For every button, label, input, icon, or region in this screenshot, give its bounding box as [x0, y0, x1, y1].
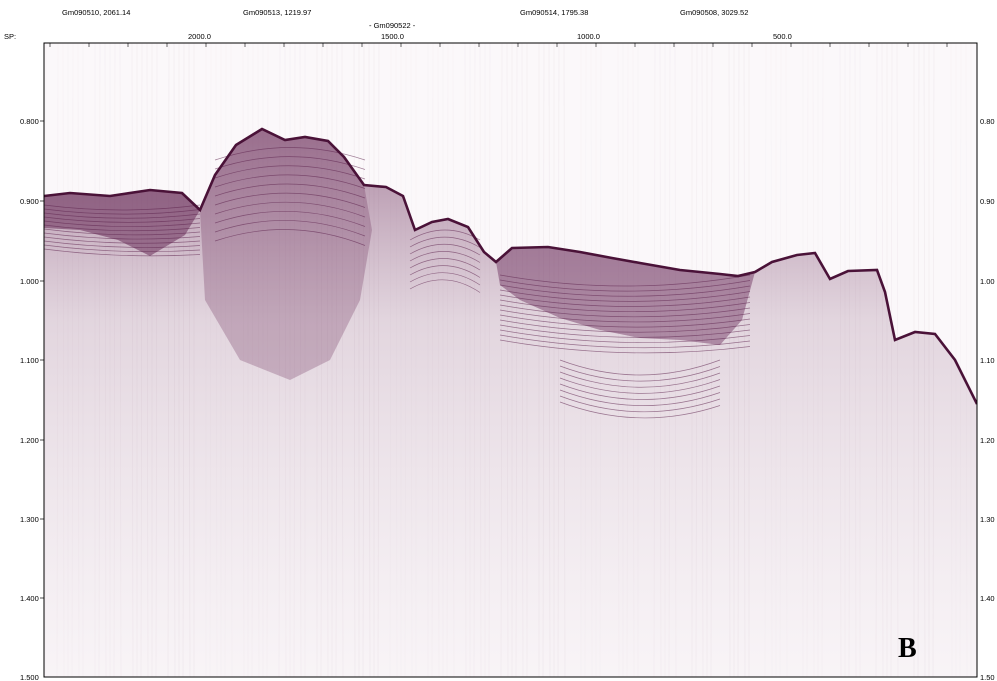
- reflector-line: [499, 319, 751, 333]
- reflector-line: [499, 334, 751, 349]
- reflector-line: [499, 309, 751, 323]
- reflector-line: [44, 232, 201, 240]
- right-tick-label: 0.80: [980, 117, 995, 126]
- reflector-line: [559, 371, 721, 388]
- left-tick-label: 1.000: [20, 277, 39, 286]
- sp-tick-label: 1500.0: [381, 32, 404, 41]
- left-tick-label: 1.100: [20, 356, 39, 365]
- header-line-label: Gm090514, 1795.38: [520, 8, 588, 17]
- reflector-line: [44, 240, 201, 248]
- internal-reflectors: [44, 147, 751, 419]
- left-tick-label: 1.200: [20, 436, 39, 445]
- sp-label: SP:: [4, 32, 16, 41]
- left-tick-label: 1.500: [20, 673, 39, 681]
- sp-tick-label: 500.0: [773, 32, 792, 41]
- left-tick-label: 1.400: [20, 594, 39, 603]
- reflector-line: [44, 220, 201, 227]
- reflector-line: [559, 377, 721, 394]
- left-axis: 0.800 0.900 1.000 1.100 1.200 1.300 1.40…: [20, 117, 44, 681]
- reflector-line: [499, 314, 751, 328]
- reflector-line: [559, 389, 721, 406]
- seafloor-reflector: [44, 127, 977, 405]
- reflector-line: [44, 236, 201, 244]
- reflector-line: [214, 165, 366, 180]
- top-tick-marks: [49, 43, 948, 47]
- header-line-label: - Gm090522 -: [369, 21, 416, 30]
- header-line-label: Gm090510, 2061.14: [62, 8, 130, 17]
- sp-tick-label: 2000.0: [188, 32, 211, 41]
- reflector-line: [214, 210, 366, 227]
- reflector-line: [214, 192, 366, 208]
- reflector-line: [409, 251, 481, 263]
- reflector-line: [409, 279, 481, 293]
- left-tick-label: 1.300: [20, 515, 39, 524]
- reflector-line: [499, 284, 751, 297]
- reflector-line: [409, 236, 481, 248]
- reflector-line: [44, 212, 201, 219]
- header: Gm090510, 2061.14 Gm090513, 1219.97 - Gm…: [4, 8, 792, 41]
- left-tick-label: 0.800: [20, 117, 39, 126]
- reflector-line: [499, 279, 751, 292]
- reflector-line: [214, 174, 366, 189]
- reflector-line: [499, 299, 751, 312]
- left-tick-label: 0.900: [20, 197, 39, 206]
- right-tick-label: 1.20: [980, 436, 995, 445]
- reflector-line: [214, 220, 366, 237]
- reflector-line: [44, 208, 201, 215]
- reflector-line: [559, 383, 721, 400]
- reflector-line: [409, 272, 481, 286]
- right-tick-label: 1.40: [980, 594, 995, 603]
- right-tick-label: 1.30: [980, 515, 995, 524]
- reflector-line: [499, 289, 751, 302]
- reflector-line: [499, 339, 751, 354]
- reflector-line: [499, 324, 751, 338]
- right-tick-label: 1.10: [980, 356, 995, 365]
- reflector-line: [214, 229, 366, 246]
- reflector-line: [559, 395, 721, 413]
- reflector-line: [499, 274, 751, 287]
- seismic-section: [44, 127, 977, 677]
- sp-tick-label: 1000.0: [577, 32, 600, 41]
- reflector-line: [499, 329, 751, 343]
- right-tick-label: 1.00: [980, 277, 995, 286]
- reflector-line: [44, 244, 201, 253]
- reflector-line: [44, 204, 201, 211]
- header-line-label: Gm090513, 1219.97: [243, 8, 311, 17]
- subsurface-energy: [44, 129, 977, 677]
- right-tick-label: 1.50: [980, 673, 995, 681]
- reflector-line: [559, 365, 721, 382]
- mound-core: [200, 129, 372, 380]
- right-axis: 0.80 0.90 1.00 1.10 1.20 1.30 1.40 1.50: [980, 117, 995, 681]
- reflector-line: [44, 224, 201, 232]
- panel-letter: B: [898, 633, 917, 664]
- reflector-line: [499, 304, 751, 318]
- header-line-label: Gm090508, 3029.52: [680, 8, 748, 17]
- reflector-line: [44, 216, 201, 223]
- reflector-line: [214, 183, 366, 199]
- right-tick-label: 0.90: [980, 197, 995, 206]
- reflector-line: [44, 228, 201, 236]
- sediment-package-left: [44, 190, 200, 256]
- reflector-line: [409, 258, 481, 271]
- reflector-line: [214, 201, 366, 218]
- reflector-line: [499, 294, 751, 307]
- reflector-line: [409, 265, 481, 278]
- reflector-line: [559, 401, 721, 419]
- reflector-line: [214, 147, 366, 161]
- reflector-line: [559, 359, 721, 376]
- reflector-line: [44, 248, 201, 257]
- reflector-line: [409, 243, 481, 256]
